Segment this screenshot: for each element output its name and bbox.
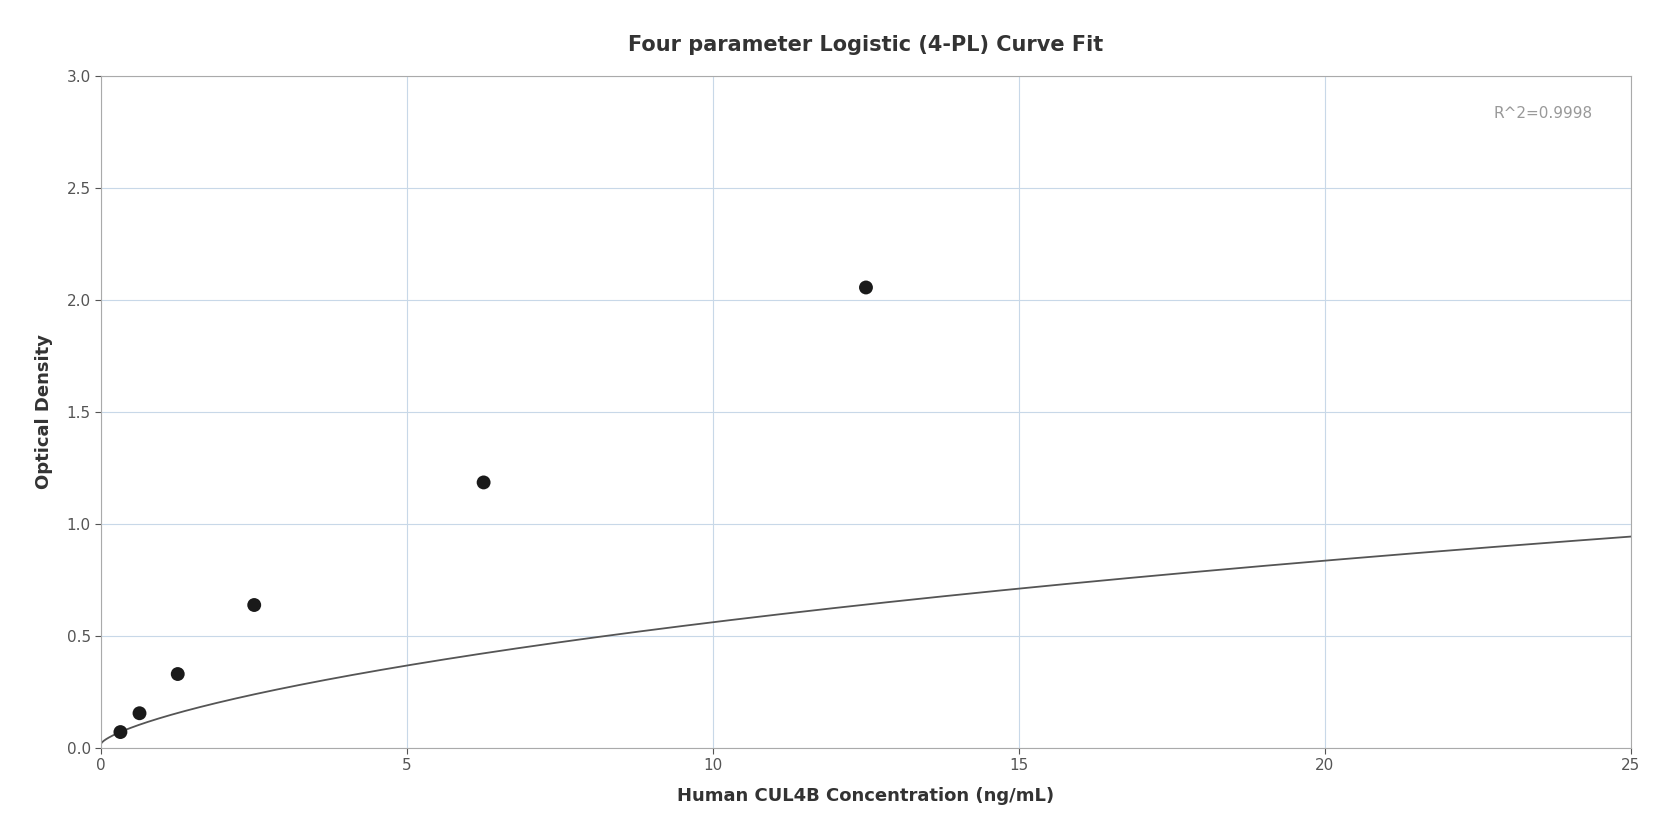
Point bbox=[107, 726, 134, 739]
Point bbox=[471, 475, 497, 489]
Point bbox=[853, 281, 879, 294]
Point bbox=[126, 706, 152, 720]
Text: R^2=0.9998: R^2=0.9998 bbox=[1494, 106, 1593, 121]
Point bbox=[241, 598, 268, 612]
Title: Four parameter Logistic (4-PL) Curve Fit: Four parameter Logistic (4-PL) Curve Fit bbox=[628, 34, 1104, 55]
Y-axis label: Optical Density: Optical Density bbox=[35, 334, 52, 490]
X-axis label: Human CUL4B Concentration (ng/mL): Human CUL4B Concentration (ng/mL) bbox=[677, 787, 1055, 806]
Point bbox=[164, 667, 191, 680]
